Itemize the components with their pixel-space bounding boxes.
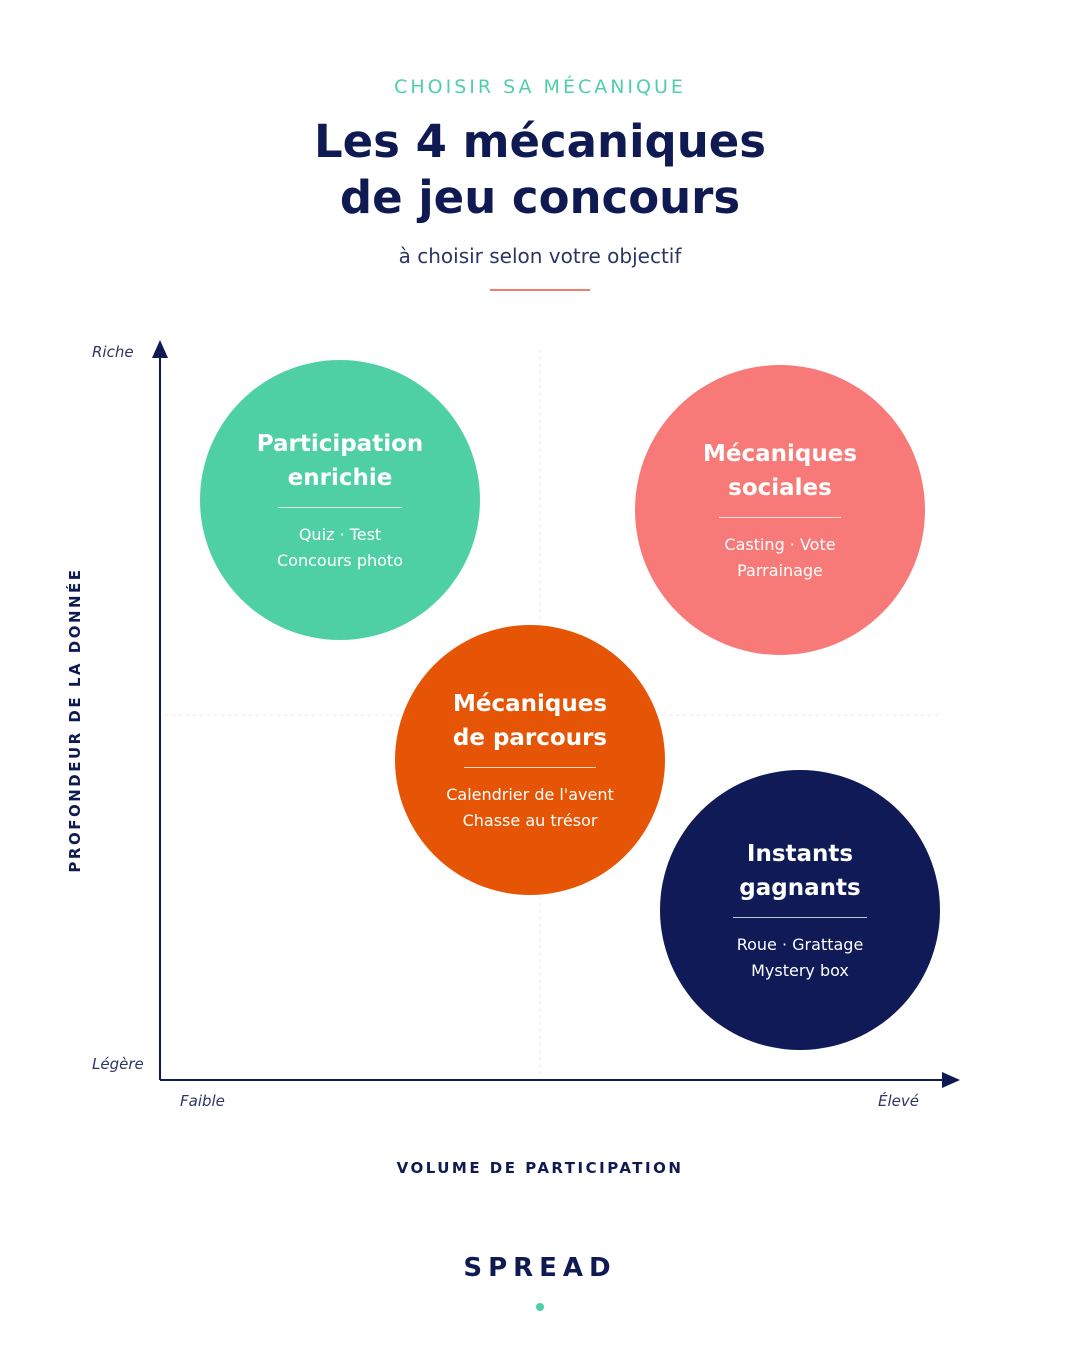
bubble-examples-line-1: Roue · Grattage: [736, 934, 864, 954]
bubble-title-line-2: enrichie: [287, 464, 393, 491]
bubble-divider: [719, 516, 841, 518]
bubble-divider: [278, 506, 402, 508]
bubble-title-line-2: gagnants: [739, 874, 861, 901]
bubble-examples-line-1: Calendrier de l'avent: [446, 784, 614, 804]
bubble-participation-enrichie: Participation enrichie Quiz · Test Conco…: [200, 360, 480, 640]
eyebrow-label: CHOISIR SA MÉCANIQUE: [394, 76, 686, 98]
y-axis-high-label: Riche: [92, 343, 134, 361]
bubble-title-line-1: Mécaniques: [452, 690, 608, 717]
bubble-title: Instants gagnants: [739, 837, 860, 905]
bubble-title-line-2: sociales: [728, 474, 832, 501]
brand-dot: [536, 1303, 544, 1311]
bubble-divider: [733, 916, 867, 918]
title-line-1: Les 4 mécaniques: [313, 115, 767, 168]
bubble-examples-line-1: Casting · Vote: [724, 534, 836, 554]
y-axis-low-label: Légère: [92, 1055, 144, 1073]
x-axis-title: VOLUME DE PARTICIPATION: [396, 1159, 684, 1177]
bubble-title: Participation enrichie: [257, 427, 424, 495]
bubble-title-line-1: Instants: [746, 840, 854, 867]
bubble-title-line-1: Participation: [256, 430, 424, 457]
bubble-title-line-2: de parcours: [452, 724, 608, 751]
page-title: Les 4 mécaniques de jeu concours: [0, 114, 1080, 226]
page-subtitle: à choisir selon votre objectif: [398, 244, 682, 268]
accent-divider: [490, 289, 590, 291]
bubble-examples-line-2: Concours photo: [277, 550, 403, 570]
title-line-2: de jeu concours: [339, 171, 741, 224]
y-axis-arrow: [152, 340, 168, 358]
x-axis-arrow: [942, 1072, 960, 1088]
bubble-instants-gagnants: Instants gagnants Roue · Grattage Myster…: [660, 770, 940, 1050]
bubble-mecaniques-sociales: Mécaniques sociales Casting · Vote Parra…: [635, 365, 925, 655]
bubble-mecaniques-de-parcours: Mécaniques de parcours Calendrier de l'a…: [395, 625, 665, 895]
bubble-examples-line-2: Chasse au trésor: [462, 810, 598, 830]
y-axis-title: PROFONDEUR DE LA DONNÉE: [66, 567, 84, 873]
bubble-title: Mécaniques de parcours: [453, 687, 607, 755]
bubble-examples-line-1: Quiz · Test: [298, 524, 382, 544]
bubble-examples-line-2: Mystery box: [751, 960, 849, 980]
bubble-examples-line-2: Parrainage: [737, 560, 823, 580]
x-axis-low-label: Faible: [180, 1092, 225, 1110]
bubble-divider: [464, 766, 596, 768]
x-axis-high-label: Élevé: [878, 1092, 919, 1110]
bubble-title: Mécaniques sociales: [703, 437, 857, 505]
brand-logo: SPREAD: [463, 1253, 617, 1283]
bubble-title-line-1: Mécaniques: [702, 440, 858, 467]
